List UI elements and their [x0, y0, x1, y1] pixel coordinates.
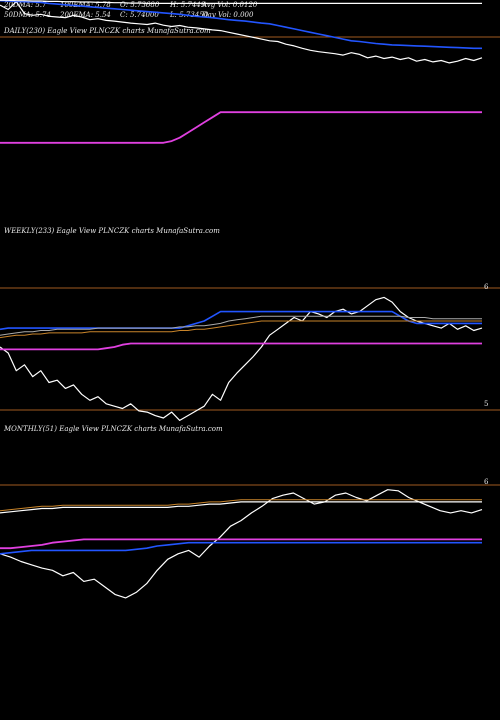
daily-ma-white-line — [0, 0, 482, 5]
header-info: 20DMA: 5.7 100EMA: 5.78 O: 5.73680 H: 5.… — [3, 1, 258, 19]
series-layer — [0, 0, 483, 599]
weekly-ma-magenta-line — [0, 342, 482, 351]
weekly-ma-gray-line — [0, 315, 482, 336]
monthly-ma-magenta-line — [0, 538, 482, 550]
weekly-price-line — [0, 296, 483, 421]
header-200ema: 200EMA: 5.54 — [59, 11, 111, 19]
daily-ma-blue-line — [0, 0, 482, 50]
weekly-ma-blue-line — [0, 310, 482, 331]
monthly-ma-white-line — [0, 501, 482, 514]
header-close: C: 5.74000 — [120, 11, 159, 19]
header-100ema: 100EMA: 5.78 — [60, 1, 111, 9]
monthly-ma-orange-line — [0, 499, 482, 512]
daily-panel-title: DAILY(230) Eagle View PLNCZK charts Muna… — [3, 27, 211, 35]
header-50dma: 50DMA: 5.74 — [4, 11, 51, 19]
weekly-panel-title: WEEKLY(233) Eagle View PLNCZK charts Mun… — [4, 227, 220, 235]
header-high: H: 5.7449 — [169, 1, 206, 9]
weekly-ma-orange-line — [0, 320, 482, 339]
monthly-ytick-6: 6 — [484, 478, 489, 486]
monthly-price-line — [0, 489, 483, 599]
weekly-ytick-6: 6 — [484, 283, 489, 291]
daily-ma-magenta-line — [0, 111, 482, 144]
weekly-ytick-5: 5 — [484, 400, 488, 408]
header-20dma: 20DMA: 5.7 — [3, 1, 47, 9]
header-day-vol: Day Vol: 0.000 — [201, 11, 254, 19]
monthly-panel-title: MONTHLY(51) Eagle View PLNCZK charts Mun… — [3, 425, 223, 433]
header-open: O: 5.73680 — [120, 1, 160, 9]
monthly-ma-blue-line — [0, 541, 482, 555]
header-avg-vol: Avg Vol: 0.0120 — [201, 1, 258, 9]
daily-price-line — [0, 1, 483, 64]
